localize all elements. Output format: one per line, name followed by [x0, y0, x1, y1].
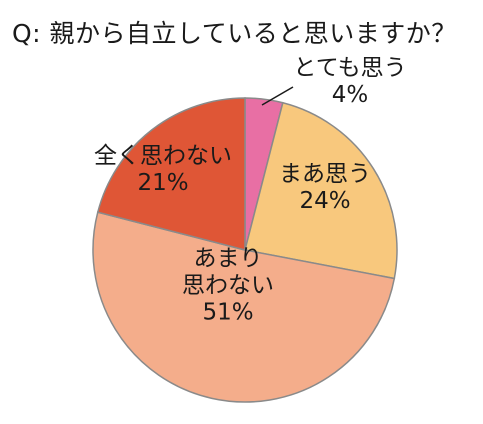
- slice-category-label: 思わない: [182, 273, 274, 299]
- pie-slice-3: [92, 211, 396, 403]
- slice-category-label: あまり: [194, 246, 263, 272]
- slice-value-label: 51%: [202, 300, 253, 326]
- pie-slice-2: [244, 101, 398, 280]
- chart-title: Q: 親から自立していると思いますか？: [12, 19, 457, 48]
- slice-category-label: まあ思う: [279, 161, 371, 187]
- slice-category-label: 全く思わない: [94, 143, 232, 169]
- slice-value-label: 21%: [137, 170, 188, 196]
- pie-slice-4: [96, 97, 246, 251]
- slice-category-label: とても思う: [293, 55, 406, 81]
- slice-value-label: 24%: [299, 188, 350, 214]
- label-leader-line: [261, 86, 294, 106]
- slice-value-label: 4%: [332, 82, 369, 108]
